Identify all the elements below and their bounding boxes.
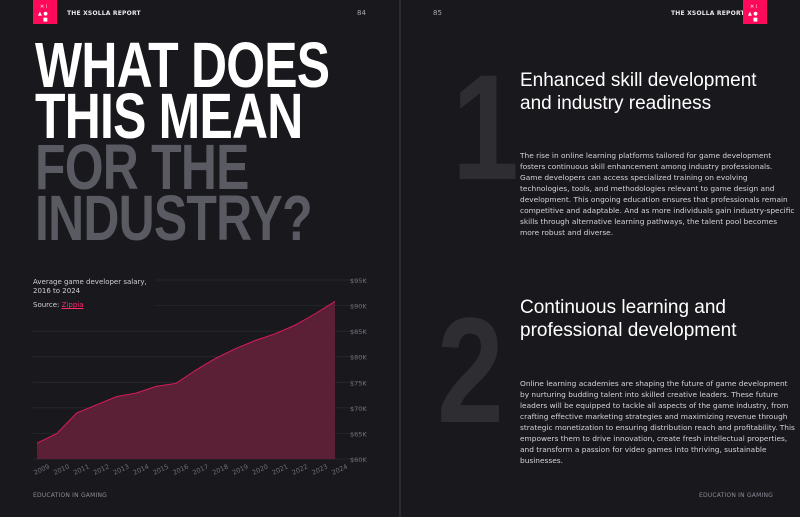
- chart-source: Source: Zippia: [33, 301, 84, 309]
- y-tick-label: $95K: [350, 277, 367, 285]
- x-tick-label: 2013: [112, 463, 130, 477]
- section-heading: Continuous learning and professional dev…: [520, 297, 737, 341]
- right-page: [401, 0, 800, 517]
- source-label: Source:: [33, 301, 60, 309]
- running-head: THE XSOLLA REPORT: [67, 10, 141, 17]
- x-tick-label: 2009: [32, 463, 50, 477]
- headline-line: INDUSTRY?: [35, 182, 313, 254]
- section-body: Online learning academies are shaping th…: [520, 379, 795, 465]
- x-tick-label: 2016: [172, 463, 190, 477]
- x-tick-label: 2015: [152, 463, 170, 477]
- page-number: 84: [357, 9, 366, 17]
- y-tick-label: $75K: [350, 379, 367, 387]
- y-tick-label: $80K: [350, 354, 367, 362]
- y-tick-label: $60K: [350, 456, 367, 464]
- y-tick-label: $90K: [350, 303, 367, 311]
- xsolla-logo: ✕ ⁞ ▲ ● ■: [33, 0, 57, 24]
- y-tick-label: $70K: [350, 405, 367, 413]
- chart-title-line: 2016 to 2024: [33, 287, 81, 295]
- x-tick-label: 2010: [52, 463, 70, 477]
- x-tick-label: 2024: [330, 463, 348, 477]
- area-fill: [37, 301, 335, 459]
- y-tick-label: $85K: [350, 328, 367, 336]
- x-tick-label: 2011: [72, 463, 90, 477]
- headline-line: FOR THE: [35, 131, 249, 203]
- x-tick-label: 2021: [271, 463, 289, 477]
- x-tick-label: 2018: [211, 463, 229, 477]
- x-tick-label: 2019: [231, 463, 249, 477]
- section-number: 1: [452, 43, 519, 211]
- source-link[interactable]: Zippia: [61, 301, 84, 309]
- page-divider: [399, 0, 401, 517]
- section-number: 2: [437, 286, 504, 454]
- x-tick-label: 2022: [291, 463, 309, 477]
- running-head: THE XSOLLA REPORT: [671, 10, 745, 17]
- headline-line: THIS MEAN: [35, 80, 303, 152]
- y-tick-label: $65K: [350, 430, 367, 438]
- x-tick-label: 2017: [191, 463, 209, 477]
- x-tick-label: 2012: [92, 463, 110, 477]
- section-heading: Enhanced skill development and industry …: [520, 70, 757, 114]
- x-tick-label: 2014: [132, 463, 150, 477]
- xsolla-logo: ✕ ⁞ ▲ ● ■: [743, 0, 767, 24]
- x-tick-label: 2023: [311, 463, 329, 477]
- area-line: [36, 301, 336, 444]
- page-headline: WHAT DOES THIS MEAN FOR THE INDUSTRY?: [35, 29, 330, 254]
- section-body: The rise in online learning platforms ta…: [520, 151, 795, 237]
- salary-chart: $60K $65K $70K $75K $80K $85K $90K $95K 2009 2010…: [32, 277, 367, 477]
- headline-line: WHAT DOES: [35, 29, 330, 101]
- chart-title: Average game developer salary, 2016 to 20…: [33, 278, 147, 296]
- x-tick-label: 2020: [251, 463, 269, 477]
- footer: EDUCATION IN GAMING: [33, 492, 107, 499]
- chart-title-line: Average game developer salary,: [33, 278, 147, 286]
- footer: EDUCATION IN GAMING: [699, 492, 773, 499]
- page-number: 85: [433, 9, 442, 17]
